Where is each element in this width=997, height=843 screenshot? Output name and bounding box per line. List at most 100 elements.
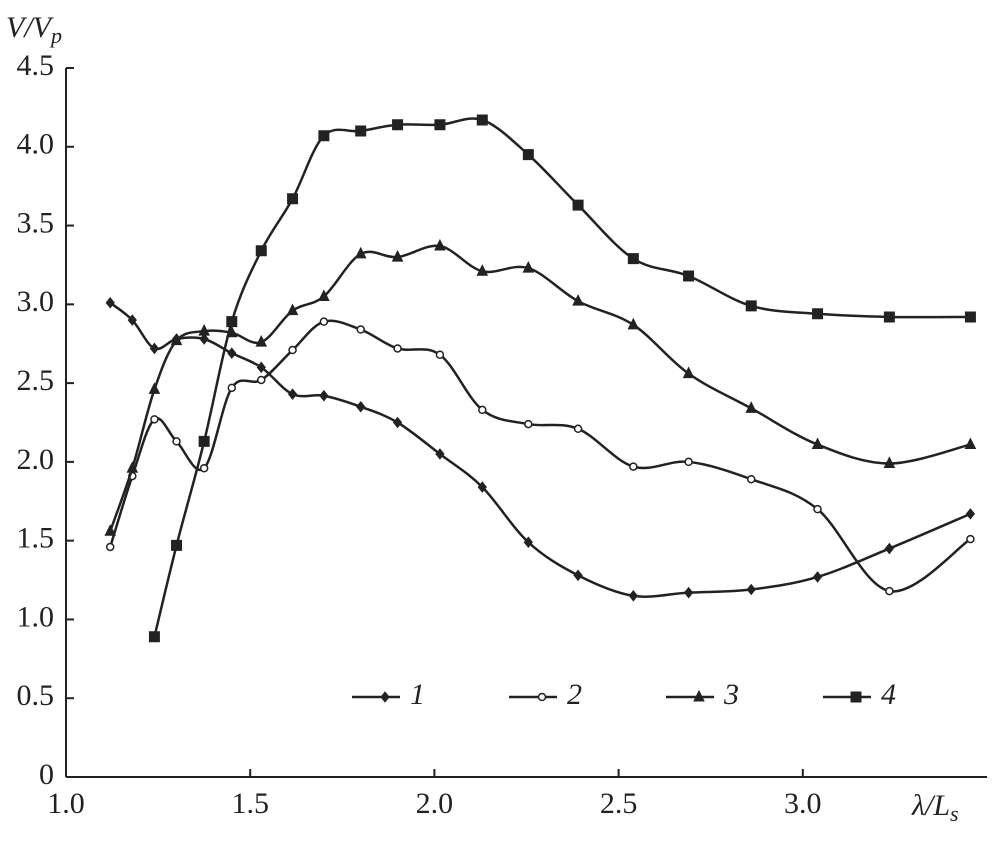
point — [627, 317, 640, 330]
point — [255, 245, 267, 257]
point — [523, 536, 533, 549]
point — [318, 130, 330, 142]
point — [198, 323, 210, 336]
point — [746, 583, 756, 596]
x-tick-label: 2.0 — [416, 787, 454, 820]
point — [572, 294, 584, 306]
legend-marker — [850, 691, 862, 703]
y-tick-label: 1.0 — [17, 600, 55, 633]
point — [105, 296, 115, 309]
point — [126, 461, 139, 473]
y-tick-label: 0.5 — [17, 679, 55, 712]
point — [105, 542, 115, 552]
series-line — [153, 117, 971, 638]
y-tick-label: 3.5 — [17, 206, 55, 239]
point — [226, 316, 238, 328]
x-label-sub: s — [950, 801, 959, 826]
legend-marker — [537, 692, 547, 702]
point — [148, 631, 160, 643]
point — [319, 389, 329, 402]
point — [522, 149, 534, 161]
point — [435, 448, 445, 460]
legend-marker — [380, 691, 390, 703]
point — [477, 481, 487, 493]
point — [170, 333, 183, 346]
point — [683, 586, 694, 599]
point — [478, 405, 487, 415]
point — [627, 253, 639, 265]
point — [684, 457, 693, 467]
point — [884, 542, 895, 555]
point — [227, 347, 237, 359]
point — [435, 350, 445, 360]
point — [812, 308, 824, 320]
legend-label: 2 — [567, 678, 582, 711]
point — [104, 524, 117, 536]
point — [628, 590, 638, 602]
point — [964, 311, 976, 323]
point — [150, 415, 159, 424]
x-axis-label: λ/Ls — [911, 789, 959, 826]
y-tick-label: 3.0 — [17, 285, 55, 318]
point — [355, 125, 367, 137]
legend-marker — [693, 689, 705, 702]
point — [813, 504, 822, 514]
point — [287, 388, 298, 400]
legend-label: 1 — [410, 678, 425, 711]
point — [434, 238, 446, 251]
point — [476, 114, 488, 126]
x-tick-label: 1.0 — [47, 787, 85, 820]
point — [391, 249, 404, 262]
point — [393, 344, 402, 353]
point — [572, 199, 584, 211]
point — [149, 342, 160, 355]
y-label-main: V/V — [6, 11, 55, 44]
legend-label: 3 — [723, 678, 739, 711]
point — [746, 474, 756, 484]
point — [476, 264, 489, 276]
point — [127, 314, 137, 326]
point — [883, 456, 896, 468]
legend-label: 4 — [881, 678, 896, 711]
point — [199, 463, 209, 473]
y-label-sub: p — [49, 23, 62, 48]
point — [255, 335, 268, 347]
point — [745, 300, 757, 312]
point — [966, 534, 975, 544]
point — [354, 246, 367, 259]
point — [811, 437, 824, 450]
y-tick-label: 4.0 — [17, 128, 55, 161]
point — [965, 508, 976, 520]
point — [148, 382, 161, 394]
point — [883, 311, 895, 323]
point — [812, 571, 823, 583]
point — [356, 325, 365, 334]
point — [256, 361, 266, 374]
point — [573, 424, 583, 434]
y-tick-label: 1.5 — [17, 522, 55, 555]
point — [522, 260, 535, 273]
point — [356, 400, 366, 413]
x-label-main: λ/L — [911, 789, 950, 822]
point — [885, 586, 894, 596]
point — [682, 366, 695, 379]
point — [745, 401, 758, 413]
point — [257, 375, 266, 385]
point — [318, 289, 330, 301]
y-tick-label: 2.5 — [17, 364, 55, 397]
x-tick-label: 3.0 — [784, 787, 822, 820]
point — [683, 270, 695, 282]
point — [288, 345, 297, 355]
y-tick-label: 4.5 — [17, 49, 55, 82]
point — [434, 119, 446, 131]
y-axis-label: V/Vp — [6, 11, 62, 48]
point — [172, 437, 181, 446]
point — [171, 539, 183, 551]
point — [964, 437, 977, 450]
point — [287, 193, 299, 205]
x-tick-label: 2.5 — [600, 787, 638, 820]
point — [198, 435, 210, 447]
point — [629, 462, 638, 471]
series-line — [109, 244, 971, 532]
